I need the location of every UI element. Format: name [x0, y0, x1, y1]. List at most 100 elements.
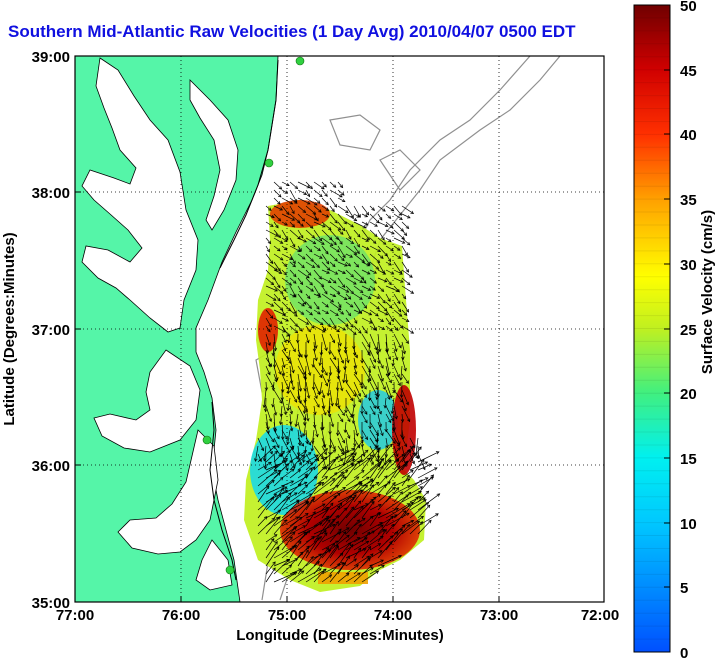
- velocity-arrow: [377, 213, 383, 221]
- velocity-arrowhead: [422, 466, 426, 471]
- velocity-arrowhead: [339, 241, 343, 245]
- velocity-arrow: [369, 253, 380, 263]
- velocity-arrow: [297, 437, 304, 447]
- velocity-arrowhead: [363, 280, 367, 284]
- velocity-arrowhead: [301, 303, 305, 307]
- velocity-arrow: [312, 357, 315, 368]
- velocity-arrow: [265, 269, 276, 280]
- velocity-arrow: [345, 269, 354, 278]
- velocity-arrow: [321, 333, 328, 351]
- velocity-arrowhead: [361, 517, 366, 522]
- velocity-arrowhead: [405, 308, 409, 313]
- velocity-arrowhead: [364, 436, 368, 441]
- velocity-arrowhead: [330, 402, 334, 407]
- velocity-arrowhead: [383, 528, 387, 533]
- velocity-arrow: [377, 541, 393, 559]
- velocity-arrow: [417, 493, 440, 511]
- velocity-arrow: [385, 524, 395, 535]
- velocity-arrow: [377, 349, 380, 364]
- velocity-arrow: [265, 309, 274, 319]
- velocity-arrowhead: [351, 448, 355, 452]
- velocity-arrowhead: [364, 449, 369, 454]
- velocity-arrowhead: [353, 494, 357, 498]
- velocity-arrowhead: [373, 280, 377, 284]
- velocity-arrowhead: [283, 288, 287, 292]
- velocity-arrow: [329, 534, 350, 551]
- velocity-arrow: [385, 512, 410, 527]
- velocity-arrow: [305, 333, 309, 343]
- velocity-arrow: [305, 301, 312, 309]
- velocity-arrow: [305, 181, 313, 189]
- velocity-arrow: [321, 495, 337, 511]
- velocity-arrow: [401, 520, 420, 535]
- velocity-arrowhead: [376, 295, 381, 299]
- velocity-arrow: [417, 445, 419, 459]
- velocity-arrow: [305, 476, 318, 487]
- velocity-arrow: [257, 464, 279, 479]
- velocity-arrow: [369, 221, 378, 227]
- velocity-arrow: [273, 333, 276, 351]
- velocity-arrowhead: [316, 404, 320, 408]
- velocity-arrow: [377, 507, 399, 519]
- velocity-arrow: [329, 563, 340, 575]
- velocity-arrow: [337, 437, 344, 452]
- velocity-arrowhead: [377, 447, 381, 451]
- velocity-arrowhead: [271, 403, 275, 408]
- velocity-arrow: [361, 357, 371, 373]
- velocity-arrowhead: [279, 477, 284, 481]
- velocity-arrow: [329, 545, 339, 559]
- velocity-arrowhead: [274, 540, 278, 545]
- velocity-arrowhead: [316, 537, 320, 541]
- velocity-arrow: [345, 505, 364, 527]
- velocity-arrow: [385, 381, 392, 398]
- velocity-arrow: [345, 413, 351, 422]
- velocity-arrowhead: [387, 258, 391, 263]
- velocity-arrow: [337, 482, 362, 495]
- velocity-arrowhead: [302, 525, 307, 529]
- velocity-arrowhead: [367, 352, 371, 357]
- velocity-arrowhead: [262, 404, 266, 409]
- velocity-arrowhead: [283, 238, 288, 243]
- velocity-arrow: [263, 445, 267, 461]
- velocity-arrow: [313, 317, 324, 326]
- colorbar-tick-label: 15: [680, 451, 697, 468]
- velocity-arrowhead: [312, 240, 317, 245]
- velocity-arrow: [313, 197, 321, 204]
- velocity-arrowhead: [339, 552, 344, 557]
- velocity-arrow: [377, 475, 388, 487]
- velocity-arrow: [281, 564, 292, 575]
- velocity-arrowhead: [405, 401, 409, 406]
- velocity-arrowhead: [399, 216, 403, 221]
- velocity-arrow: [321, 502, 334, 519]
- velocity-arrow: [337, 544, 354, 567]
- velocity-arrowhead: [302, 531, 307, 535]
- velocity-arrow: [265, 373, 274, 388]
- velocity-arrow: [377, 535, 394, 551]
- lat-tick-label: 35:00: [32, 595, 70, 612]
- velocity-arrowhead: [314, 395, 318, 400]
- velocity-arrowhead: [325, 304, 329, 308]
- velocity-arrowhead: [287, 339, 291, 344]
- velocity-arrowhead: [302, 209, 307, 213]
- velocity-arrow: [353, 389, 362, 403]
- velocity-arrowhead: [395, 487, 400, 491]
- velocity-arrow: [321, 301, 329, 308]
- velocity-arrow: [369, 285, 376, 291]
- velocity-arrowhead: [323, 451, 327, 456]
- velocity-arrowhead: [397, 255, 402, 259]
- velocity-arrowhead: [311, 496, 316, 500]
- velocity-arrow: [393, 277, 404, 283]
- velocity-arrow: [265, 538, 275, 551]
- velocity-arrowhead: [397, 441, 401, 446]
- velocity-arrowhead: [305, 501, 309, 505]
- velocity-arrowhead: [351, 420, 356, 425]
- velocity-arrowhead: [286, 211, 290, 216]
- velocity-arrow: [385, 261, 392, 266]
- velocity-arrowhead: [357, 393, 361, 397]
- velocity-arrow: [385, 309, 394, 322]
- velocity-arrowhead: [277, 470, 282, 474]
- velocity-arrowhead: [406, 524, 411, 528]
- velocity-arrow: [273, 317, 283, 324]
- velocity-arrowhead: [317, 294, 322, 298]
- velocity-arrowhead: [297, 354, 302, 358]
